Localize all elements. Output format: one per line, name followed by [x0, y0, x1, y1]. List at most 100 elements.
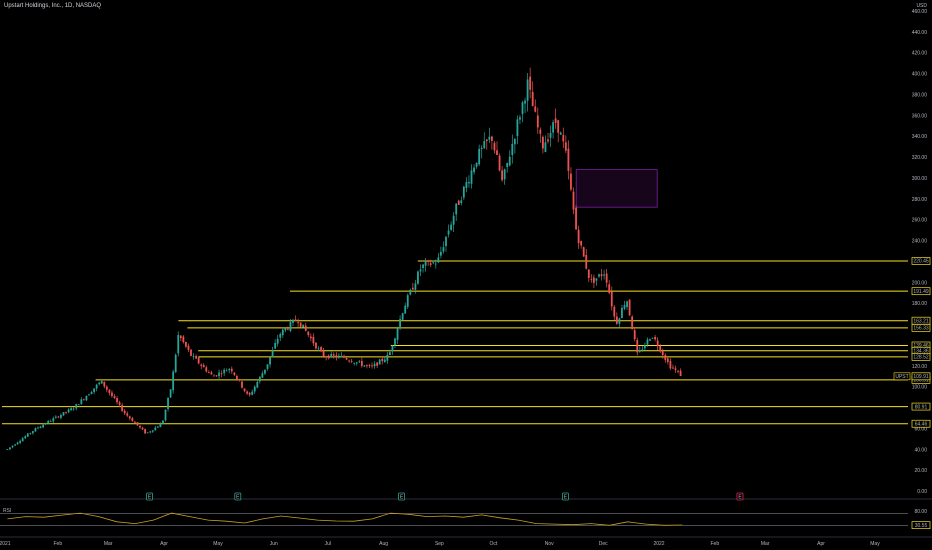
candle-body[interactable] [141, 427, 144, 430]
candle-body[interactable] [396, 328, 399, 340]
candle-body[interactable] [154, 427, 157, 431]
candle-body[interactable] [24, 436, 27, 439]
candle-body[interactable] [442, 247, 445, 252]
candle-body[interactable] [6, 449, 9, 450]
candle-body[interactable] [636, 339, 639, 353]
candle-body[interactable] [213, 375, 215, 377]
candle-body[interactable] [649, 339, 651, 341]
candle-body[interactable] [144, 429, 146, 434]
candle-body[interactable] [542, 136, 544, 149]
candle-body[interactable] [228, 369, 231, 371]
candle-body[interactable] [14, 444, 16, 446]
candle-body[interactable] [47, 420, 50, 424]
candle-body[interactable] [44, 423, 47, 425]
candle-body[interactable] [598, 274, 600, 277]
candle-body[interactable] [524, 100, 526, 104]
candle-body[interactable] [187, 345, 190, 350]
candle-body[interactable] [582, 247, 585, 257]
candle-body[interactable] [638, 350, 641, 352]
candle-body[interactable] [98, 382, 101, 385]
candle-body[interactable] [29, 432, 32, 434]
candle-body[interactable] [480, 147, 483, 150]
candle-body[interactable] [554, 118, 557, 123]
candle-body[interactable] [429, 263, 432, 265]
candle-body[interactable] [460, 200, 463, 204]
candle-body[interactable] [54, 416, 57, 418]
candle-body[interactable] [419, 269, 422, 272]
candle-body[interactable] [16, 442, 19, 445]
candle-body[interactable] [164, 409, 167, 421]
candle-body[interactable] [552, 122, 554, 133]
candle-body[interactable] [562, 134, 565, 142]
candle-body[interactable] [34, 428, 37, 432]
candle-body[interactable] [80, 399, 83, 405]
candle-body[interactable] [284, 328, 287, 331]
candle-body[interactable] [621, 307, 623, 318]
candle-body[interactable] [615, 316, 618, 324]
candle-body[interactable] [654, 336, 656, 340]
candle-body[interactable] [281, 329, 284, 336]
candle-body[interactable] [67, 409, 70, 413]
candle-body[interactable] [470, 170, 473, 184]
candle-body[interactable] [618, 318, 621, 324]
candle-body[interactable] [664, 355, 667, 360]
candle-body[interactable] [322, 351, 325, 357]
candle-body[interactable] [243, 388, 246, 392]
candle-body[interactable] [646, 339, 649, 345]
candle-body[interactable] [496, 150, 498, 156]
candle-body[interactable] [406, 295, 409, 307]
candle-body[interactable] [85, 395, 88, 401]
candle-body[interactable] [585, 254, 588, 269]
rsi-line[interactable] [7, 512, 683, 526]
candle-body[interactable] [90, 392, 93, 395]
candle-body[interactable] [485, 139, 488, 142]
candle-body[interactable] [248, 392, 251, 395]
candle-body[interactable] [220, 373, 223, 375]
candle-body[interactable] [151, 430, 154, 432]
candle-body[interactable] [49, 421, 52, 422]
candle-body[interactable] [434, 263, 437, 265]
candle-body[interactable] [498, 155, 501, 171]
candle-body[interactable] [366, 365, 368, 366]
candle-body[interactable] [88, 394, 90, 396]
candle-body[interactable] [417, 271, 419, 284]
candle-body[interactable] [353, 362, 356, 364]
candle-body[interactable] [531, 91, 534, 107]
candle-body[interactable] [332, 354, 335, 356]
candle-body[interactable] [452, 215, 455, 225]
candle-body[interactable] [335, 355, 338, 358]
candle-body[interactable] [215, 375, 218, 377]
candle-body[interactable] [610, 291, 613, 307]
candle-body[interactable] [376, 362, 379, 366]
candle-body[interactable] [294, 319, 297, 321]
candle-body[interactable] [223, 369, 226, 374]
candle-body[interactable] [381, 358, 384, 362]
candle-body[interactable] [37, 427, 39, 429]
candle-body[interactable] [60, 415, 62, 418]
candle-body[interactable] [57, 416, 60, 418]
candle-body[interactable] [580, 241, 583, 246]
candle-body[interactable] [274, 343, 277, 349]
candle-body[interactable] [378, 359, 381, 365]
candle-body[interactable] [343, 355, 345, 358]
candle-body[interactable] [75, 404, 78, 409]
candle-body[interactable] [483, 141, 486, 149]
candle-body[interactable] [172, 371, 175, 391]
candle-body[interactable] [195, 355, 197, 359]
candle-body[interactable] [197, 357, 200, 364]
candle-body[interactable] [83, 399, 85, 401]
candle-body[interactable] [121, 404, 124, 411]
candle-body[interactable] [567, 148, 570, 171]
candle-body[interactable] [462, 186, 465, 198]
candle-body[interactable] [134, 421, 136, 423]
candle-body[interactable] [358, 361, 361, 363]
candle-body[interactable] [116, 398, 118, 403]
candle-body[interactable] [651, 337, 654, 339]
candle-body[interactable] [95, 384, 98, 389]
candle-body[interactable] [39, 426, 42, 429]
candle-body[interactable] [628, 299, 631, 316]
candle-body[interactable] [236, 376, 238, 380]
candle-body[interactable] [677, 370, 679, 372]
candle-body[interactable] [327, 355, 330, 359]
